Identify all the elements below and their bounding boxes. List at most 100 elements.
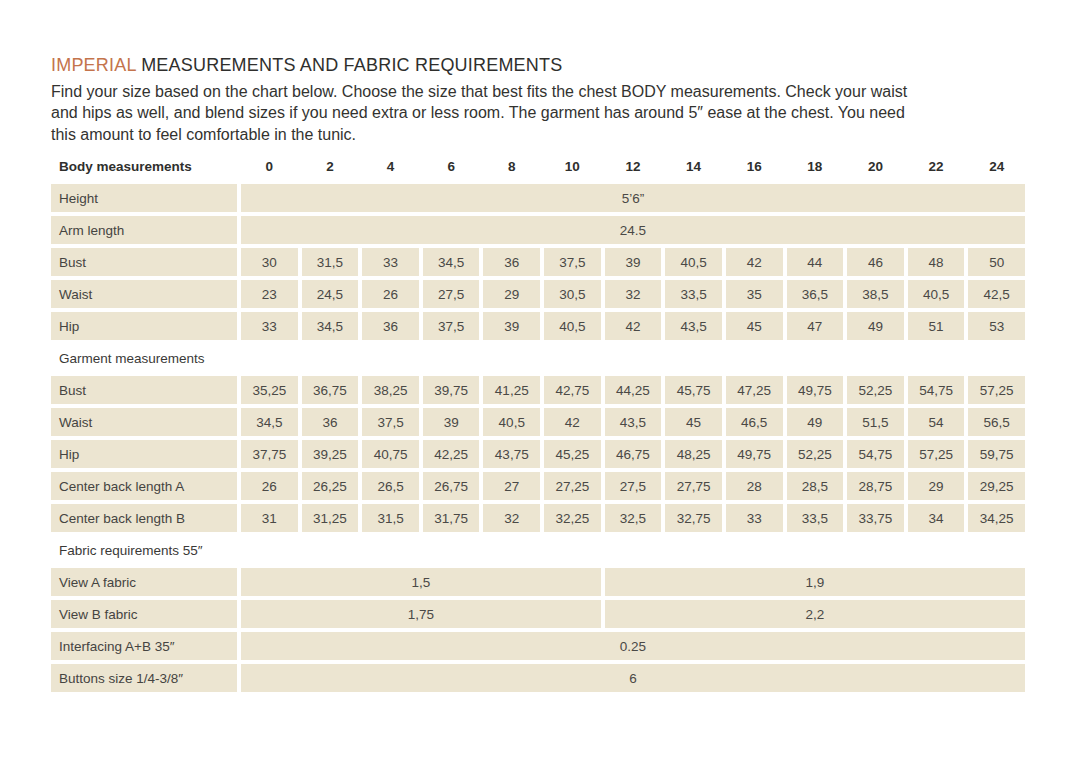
value-cell: 23: [241, 280, 298, 308]
value-cell: 34,5: [302, 312, 359, 340]
value-cell: 44: [787, 248, 844, 276]
value-cell: 35,25: [241, 376, 298, 404]
section-label: Fabric requirements 55″: [51, 536, 1025, 564]
value-cell: 38,25: [362, 376, 419, 404]
value-cell: 49: [787, 408, 844, 436]
title-rest: MEASUREMENTS AND FABRIC REQUIREMENTS: [136, 55, 562, 75]
value-cell: 33,5: [665, 280, 722, 308]
value-cell: 38,5: [847, 280, 904, 308]
value-cell: 32,25: [544, 504, 601, 532]
value-cell: 37,75: [241, 440, 298, 468]
value-cell: 34: [908, 504, 965, 532]
value-cell: 48,25: [665, 440, 722, 468]
value-cell: 37,5: [362, 408, 419, 436]
value-cell: 32,75: [665, 504, 722, 532]
size-column-header: 8: [483, 152, 540, 180]
value-cell: 49: [847, 312, 904, 340]
size-column-header: 20: [847, 152, 904, 180]
span-value-cell: 24.5: [241, 216, 1025, 244]
value-cell: 39: [423, 408, 480, 436]
value-cell: 34,5: [241, 408, 298, 436]
value-cell: 51: [908, 312, 965, 340]
title-accent: IMPERIAL: [51, 55, 136, 75]
value-cell: 46: [847, 248, 904, 276]
value-cell: 31,25: [302, 504, 359, 532]
value-cell: 33: [241, 312, 298, 340]
value-cell: 57,25: [908, 440, 965, 468]
value-cell: 33,5: [787, 504, 844, 532]
size-column-header: 16: [726, 152, 783, 180]
value-cell: 49,75: [787, 376, 844, 404]
value-cell: 30,5: [544, 280, 601, 308]
value-cell: 49,75: [726, 440, 783, 468]
value-cell: 39,25: [302, 440, 359, 468]
size-column-header: 0: [241, 152, 298, 180]
row-label: Buttons size 1/4-3/8″: [51, 664, 237, 692]
value-cell: 48: [908, 248, 965, 276]
value-cell: 42: [544, 408, 601, 436]
row-label: View B fabric: [51, 600, 237, 628]
value-cell: 36: [362, 312, 419, 340]
value-cell: 54: [908, 408, 965, 436]
size-column-header: 2: [302, 152, 359, 180]
size-column-header: 12: [605, 152, 662, 180]
row-label: Hip: [51, 312, 237, 340]
size-column-header: 14: [665, 152, 722, 180]
value-cell: 27,75: [665, 472, 722, 500]
value-cell: 40,75: [362, 440, 419, 468]
value-cell: 56,5: [968, 408, 1025, 436]
row-label: Hip: [51, 440, 237, 468]
row-label: Center back length B: [51, 504, 237, 532]
value-cell: 29: [483, 280, 540, 308]
value-cell: 52,25: [787, 440, 844, 468]
size-column-header: 24: [968, 152, 1025, 180]
value-cell: 51,5: [847, 408, 904, 436]
value-cell: 52,25: [847, 376, 904, 404]
span-value-cell: 1,75: [241, 600, 601, 628]
value-cell: 40,5: [483, 408, 540, 436]
value-cell: 27,5: [423, 280, 480, 308]
value-cell: 26,5: [362, 472, 419, 500]
value-cell: 24,5: [302, 280, 359, 308]
value-cell: 33: [362, 248, 419, 276]
size-table: Body measurements024681012141618202224He…: [51, 152, 1025, 692]
value-cell: 40,5: [544, 312, 601, 340]
value-cell: 30: [241, 248, 298, 276]
value-cell: 31,5: [302, 248, 359, 276]
value-cell: 28,5: [787, 472, 844, 500]
value-cell: 45: [665, 408, 722, 436]
value-cell: 43,5: [665, 312, 722, 340]
value-cell: 42,25: [423, 440, 480, 468]
size-column-header: 18: [787, 152, 844, 180]
value-cell: 54,75: [847, 440, 904, 468]
value-cell: 35: [726, 280, 783, 308]
value-cell: 28,75: [847, 472, 904, 500]
span-value-cell: 1,5: [241, 568, 601, 596]
size-column-header: 4: [362, 152, 419, 180]
value-cell: 36: [483, 248, 540, 276]
page-title: IMPERIAL MEASUREMENTS AND FABRIC REQUIRE…: [51, 55, 1080, 76]
value-cell: 27: [483, 472, 540, 500]
value-cell: 32: [483, 504, 540, 532]
intro-line: Find your size based on the chart below.…: [51, 81, 1080, 102]
span-value-cell: 1,9: [605, 568, 1025, 596]
value-cell: 39: [483, 312, 540, 340]
value-cell: 50: [968, 248, 1025, 276]
intro-paragraph: Find your size based on the chart below.…: [51, 81, 1080, 145]
value-cell: 42,5: [968, 280, 1025, 308]
size-column-header: 6: [423, 152, 480, 180]
span-value-cell: 0.25: [241, 632, 1025, 660]
row-label: Arm length: [51, 216, 237, 244]
value-cell: 37,5: [544, 248, 601, 276]
size-column-header: 22: [908, 152, 965, 180]
value-cell: 45: [726, 312, 783, 340]
value-cell: 31: [241, 504, 298, 532]
value-cell: 36: [302, 408, 359, 436]
value-cell: 29,25: [968, 472, 1025, 500]
span-value-cell: 5’6”: [241, 184, 1025, 212]
value-cell: 34,5: [423, 248, 480, 276]
value-cell: 27,5: [605, 472, 662, 500]
value-cell: 42,75: [544, 376, 601, 404]
value-cell: 33,75: [847, 504, 904, 532]
value-cell: 46,75: [605, 440, 662, 468]
